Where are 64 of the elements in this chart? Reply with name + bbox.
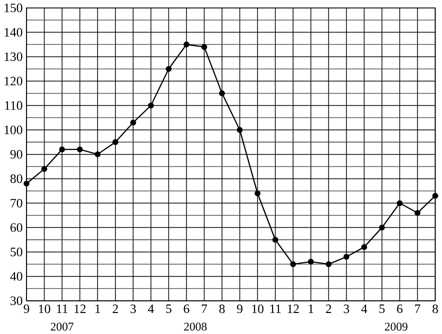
x-tick-label: 8 (219, 304, 225, 314)
point (24, 180, 30, 186)
x-tick-label: 4 (148, 304, 154, 313)
x-tick-label: 2 (112, 304, 118, 313)
x-tick-label: 3 (130, 304, 136, 314)
point (59, 146, 65, 152)
y-tick-label: 50 (10, 248, 22, 256)
y-tick-label: 60 (10, 223, 22, 232)
point (219, 90, 225, 96)
point (254, 190, 260, 196)
point (396, 200, 403, 206)
x-tick-label: 5 (166, 304, 172, 313)
x-tick-label: 1 (308, 304, 314, 313)
y-tick-label: 150 (4, 3, 22, 12)
y-tick-label: 30 (10, 296, 22, 306)
point (236, 126, 243, 133)
x-tick-label: 6 (397, 304, 403, 314)
point (148, 102, 154, 108)
point (290, 261, 296, 268)
x-tick-label: 2 (326, 304, 332, 313)
x-tick-label: 12 (74, 304, 86, 313)
text: 2007 (50, 322, 74, 331)
x-tick-label: 12 (288, 304, 299, 313)
point (76, 146, 83, 152)
x-tick-label: 1 (96, 304, 100, 313)
y-tick-label: 110 (5, 101, 22, 110)
point (308, 258, 314, 265)
x-tick-label: 10 (252, 304, 264, 314)
point (432, 192, 438, 199)
point (272, 236, 278, 243)
point (184, 41, 190, 48)
y-tick-label: 120 (4, 76, 22, 86)
y-tick-label: 140 (4, 28, 22, 37)
x-tick-label: 9 (236, 304, 242, 314)
x-tick-label: 10 (39, 304, 50, 314)
point (414, 210, 420, 216)
point (112, 139, 118, 145)
x-tick-label: 3 (344, 304, 350, 314)
y-tick-label: 70 (10, 198, 22, 208)
point (94, 151, 101, 158)
point (41, 166, 48, 172)
text: 2009 (384, 322, 408, 331)
point (379, 224, 385, 230)
y-tick-label: 90 (10, 150, 22, 159)
point (361, 244, 368, 250)
x-tick-label: 8 (432, 304, 438, 314)
x-tick-label: 5 (379, 304, 385, 313)
x-tick-label: 7 (415, 304, 420, 313)
point (166, 66, 172, 72)
x-tick-label: 11 (270, 304, 281, 313)
y-tick-label: 100 (4, 126, 22, 134)
y-tick-label: 80 (10, 174, 22, 183)
y-tick-label: 40 (10, 272, 22, 281)
x-tick-label: 9 (24, 304, 30, 314)
point (130, 120, 136, 126)
point (201, 44, 208, 50)
x-tick-label: 4 (361, 304, 368, 313)
x-tick-label: 7 (202, 304, 208, 313)
y-tick-label: 130 (4, 52, 22, 61)
point (343, 254, 350, 260)
point (326, 261, 332, 268)
x-tick-label: 6 (184, 304, 190, 314)
x-tick-label: 11 (57, 304, 68, 313)
text: 2008 (184, 322, 207, 331)
